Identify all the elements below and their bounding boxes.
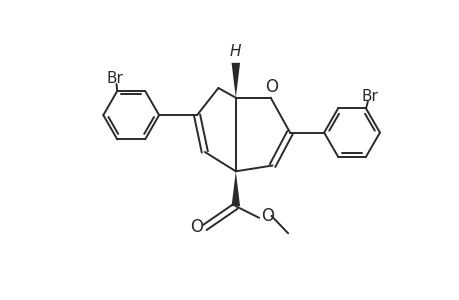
Text: O: O	[261, 207, 274, 225]
Polygon shape	[231, 171, 240, 206]
Text: H: H	[230, 44, 241, 59]
Text: Br: Br	[361, 88, 377, 104]
Polygon shape	[231, 63, 240, 98]
Text: O: O	[190, 218, 202, 236]
Text: O: O	[265, 78, 278, 96]
Text: Br: Br	[106, 71, 123, 86]
